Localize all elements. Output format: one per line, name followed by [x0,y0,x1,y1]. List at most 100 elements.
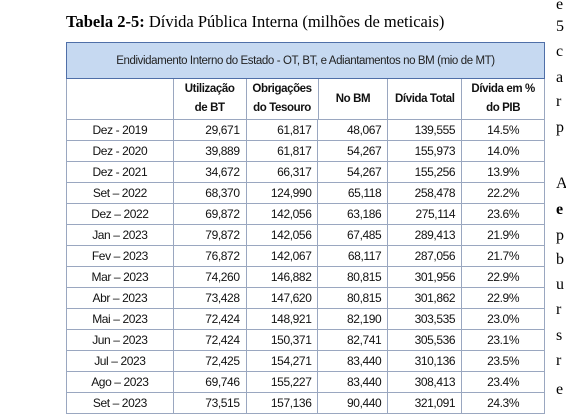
value-cell: 67,485 [318,225,389,245]
header-cell [67,79,174,119]
value-cell: 69,872 [174,204,247,224]
margin-text: r [556,93,562,110]
table-title: Tabela 2-5: Dívida Pública Interna (milh… [66,12,444,32]
value-cell: 23.5% [462,351,545,371]
value-cell: 22.9% [462,267,545,287]
value-cell: 308,413 [388,372,463,392]
margin-text: e [556,0,564,13]
value-cell: 321,091 [388,393,463,413]
table-row: Set – 2023 73,515 157,136 90,440 321,091 24.3… [66,393,545,414]
column-header: Dívida em % do PIB [462,79,545,119]
table-row: Jan – 2023 79,872 142,056 67,485 289,413 21.9… [66,225,545,246]
value-cell: 142,067 [247,246,319,266]
value-cell: 154,271 [247,351,319,371]
value-cell: 83,440 [318,351,389,371]
value-cell: 24.3% [462,393,545,413]
value-cell: 23.1% [462,330,545,350]
value-cell: 22.2% [462,183,545,203]
value-cell: 13.9% [462,162,545,182]
value-cell: 139,555 [388,120,463,140]
period-cell: Ago – 2023 [67,372,174,392]
table-row: Dez - 2019 29,671 61,817 48,067 139,555 14.5% [66,120,545,141]
margin-text: s [556,327,563,344]
value-cell: 63,186 [318,204,389,224]
value-cell: 66,317 [247,162,319,182]
value-cell: 54,267 [318,141,389,161]
value-cell: 157,136 [247,393,319,413]
value-cell: 69,746 [174,372,247,392]
value-cell: 23.6% [462,204,545,224]
value-cell: 72,424 [174,330,247,350]
margin-text: p [556,119,564,136]
period-cell: Set – 2022 [67,183,174,203]
margin-text: c [556,43,564,60]
value-cell: 146,882 [247,267,319,287]
value-cell: 23.4% [462,372,545,392]
table-row: Mar – 2023 74,260 146,882 80,815 301,956 22.9… [66,267,545,288]
value-cell: 82,190 [318,309,389,329]
value-cell: 61,817 [247,141,319,161]
table-row: Dez – 2022 69,872 142,056 63,186 275,114 23.6… [66,204,545,225]
title-text: Dívida Pública Interna (milhões de metic… [148,12,445,31]
margin-text: A [556,175,566,192]
margin-text: 5 [556,18,564,35]
value-cell: 76,872 [174,246,247,266]
value-cell: 14.0% [462,141,545,161]
table-row: Jun – 2023 72,424 150,371 82,741 305,536 23.1… [66,330,545,351]
value-cell: 61,817 [247,120,319,140]
period-cell: Jan – 2023 [67,225,174,245]
value-cell: 90,440 [318,393,389,413]
period-cell: Abr – 2023 [67,288,174,308]
value-cell: 72,425 [174,351,247,371]
table-row: Mai – 2023 72,424 148,921 82,190 303,535 23.0… [66,309,545,330]
value-cell: 142,056 [247,225,319,245]
table-row: Fev – 2023 76,872 142,067 68,117 287,056 21.7… [66,246,545,267]
value-cell: 79,872 [174,225,247,245]
value-cell: 305,536 [388,330,463,350]
period-cell: Mai – 2023 [67,309,174,329]
period-cell: Fev – 2023 [67,246,174,266]
value-cell: 275,114 [388,204,463,224]
value-cell: 83,440 [318,372,389,392]
value-cell: 21.7% [462,246,545,266]
value-cell: 29,671 [174,120,247,140]
value-cell: 258,478 [388,183,463,203]
margin-text: p [556,227,564,244]
value-cell: 73,428 [174,288,247,308]
value-cell: 82,741 [318,330,389,350]
column-header: Dívida Total [388,79,463,119]
column-header: Obrigações do Tesouro [247,79,319,119]
period-cell: Dez - 2021 [67,162,174,182]
value-cell: 148,921 [247,309,319,329]
value-cell: 303,535 [388,309,463,329]
value-cell: 54,267 [318,162,389,182]
margin-text: a [556,69,564,86]
value-cell: 155,256 [388,162,463,182]
value-cell: 80,815 [318,288,389,308]
value-cell: 73,515 [174,393,247,413]
table-row: Abr – 2023 73,428 147,620 80,815 301,862 22.9… [66,288,545,309]
value-cell: 22.9% [462,288,545,308]
value-cell: 155,227 [247,372,319,392]
column-header: No BM [319,79,389,119]
table-row: Ago – 2023 69,746 155,227 83,440 308,413 23.4… [66,372,545,393]
margin-text: r [556,301,562,318]
margin-text: e [556,381,564,398]
value-cell: 68,370 [174,183,247,203]
table-caption: Endividamento Interno do Estado - OT, BT… [66,42,545,79]
header-row: Utilização de BT Obrigações do Tesouro No … [66,79,545,120]
value-cell: 289,413 [388,225,463,245]
value-cell: 39,889 [174,141,247,161]
value-cell: 287,056 [388,246,463,266]
value-cell: 68,117 [318,246,389,266]
table-row: Set – 2022 68,370 124,990 65,118 258,478 22.2… [66,183,545,204]
value-cell: 155,973 [388,141,463,161]
value-cell: 147,620 [247,288,319,308]
period-cell: Set – 2023 [67,393,174,413]
value-cell: 301,956 [388,267,463,287]
table-row: Jul – 2023 72,425 154,271 83,440 310,136 23.5… [66,351,545,372]
period-cell: Dez - 2019 [67,120,174,140]
value-cell: 142,056 [247,204,319,224]
value-cell: 124,990 [247,183,319,203]
